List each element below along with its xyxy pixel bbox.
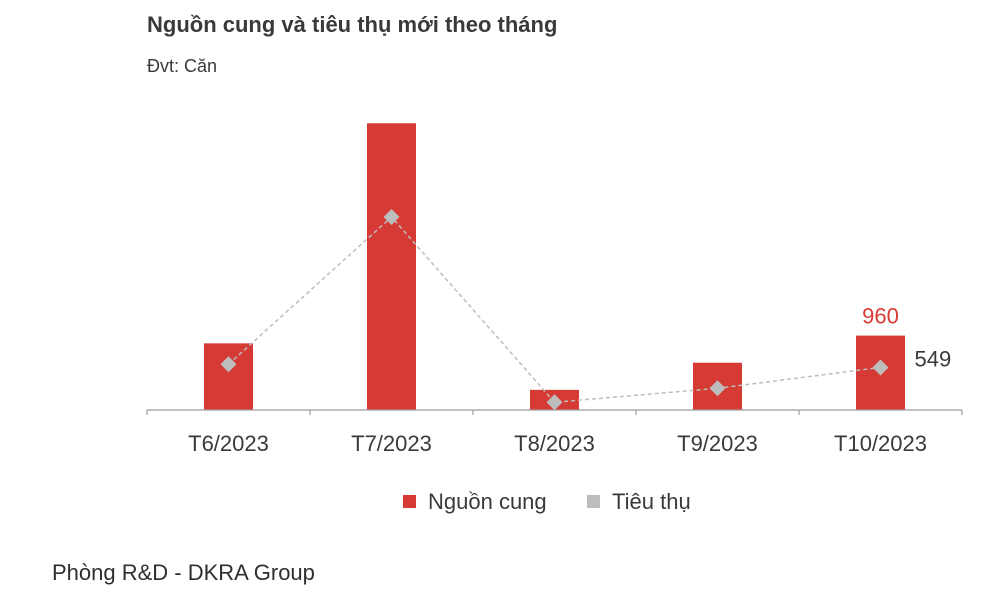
x-axis-ticks <box>146 410 963 415</box>
legend: Nguồn cung Tiêu thụ <box>403 489 691 514</box>
x-tick-label: T8/2023 <box>514 431 595 456</box>
chart-title: Nguồn cung và tiêu thụ mới theo tháng <box>147 12 558 37</box>
supply-data-label: 960 <box>862 304 899 329</box>
x-tick-label: T6/2023 <box>188 431 269 456</box>
supply-bars <box>204 123 905 410</box>
sales-marker-T6/2023 <box>220 356 237 373</box>
sales-marker-T9/2023 <box>709 380 726 397</box>
sales-marker-T7/2023 <box>383 209 400 226</box>
x-tick-label: T9/2023 <box>677 431 758 456</box>
x-tick-label: T7/2023 <box>351 431 432 456</box>
legend-swatch-supply <box>403 495 416 508</box>
legend-label-supply: Nguồn cung <box>428 489 547 514</box>
sales-data-label: 549 <box>915 346 952 371</box>
sales-line <box>227 215 881 404</box>
supply-bar-T7/2023 <box>367 123 416 410</box>
legend-label-sales: Tiêu thụ <box>612 489 691 514</box>
sales-marker-T10/2023 <box>872 359 889 376</box>
x-axis-tick-labels: T6/2023 T7/2023 T8/2023 T9/2023 T10/2023 <box>188 431 927 456</box>
supply-bar-T6/2023 <box>204 343 253 410</box>
unit-label: Đvt: Căn <box>147 56 218 76</box>
x-tick-label: T10/2023 <box>834 431 927 456</box>
source-note: Phòng R&D - DKRA Group <box>52 560 315 585</box>
data-labels: 960 549 <box>862 304 951 372</box>
legend-swatch-sales <box>587 495 600 508</box>
chart-area: 960 549 T6/2023 T7/2023 T8/2023 T9/2023 T10/2… <box>146 123 963 514</box>
sales-line-series <box>220 209 889 411</box>
sales-marker-T8/2023 <box>546 394 563 411</box>
